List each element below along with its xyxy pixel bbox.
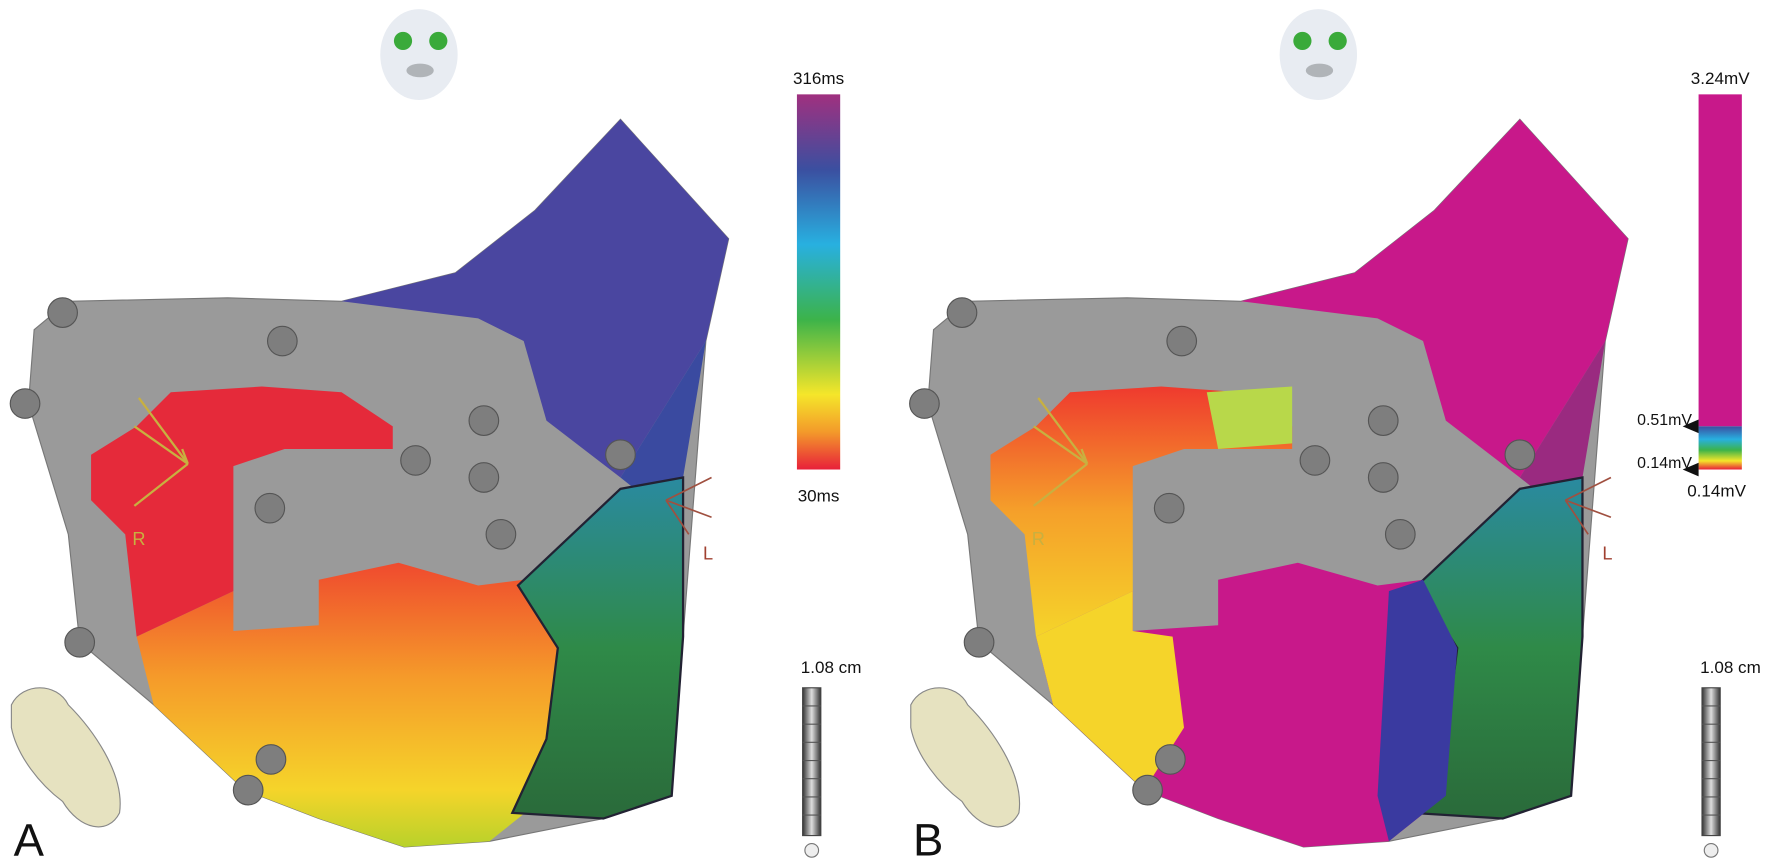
color-bar-band: [1699, 426, 1742, 469]
electrode: [1300, 446, 1330, 476]
electrode: [1156, 745, 1186, 775]
face-mouth: [406, 64, 433, 78]
electrode: [469, 463, 499, 493]
face-eye: [429, 32, 447, 50]
scale-knob: [1704, 844, 1718, 858]
left-marker: L: [703, 544, 713, 564]
electrode: [606, 440, 636, 470]
heart-icon: [11, 688, 120, 827]
electrode: [1154, 493, 1184, 523]
color-bar-max: 3.24mV: [1691, 69, 1750, 88]
scale-bar: [803, 688, 821, 836]
page: RLA1.08 cm316ms30msRLB1.08 cm3.24mV0.51m…: [0, 0, 1776, 864]
electrode: [1368, 463, 1398, 493]
electrode: [1368, 406, 1398, 436]
electrode: [910, 389, 940, 419]
orientation-face: [1280, 9, 1357, 100]
face-mouth: [1306, 64, 1333, 78]
color-bar-max: 316ms: [793, 69, 844, 88]
panel-label: B: [913, 815, 943, 864]
heart-icon: [911, 688, 1020, 827]
face-eye: [1329, 32, 1347, 50]
electrode: [1167, 326, 1197, 356]
face-eye: [394, 32, 412, 50]
electrode: [947, 298, 977, 328]
panel-label: A: [14, 815, 45, 864]
electrode: [255, 493, 285, 523]
electrode: [469, 406, 499, 436]
electrode: [1386, 520, 1416, 550]
scale-bar: [1702, 688, 1720, 836]
color-bar: [797, 94, 840, 469]
electrode: [65, 628, 95, 658]
face-eye: [1293, 32, 1311, 50]
orientation-face: [380, 9, 457, 100]
color-bar: [1699, 94, 1742, 426]
map-panel: R L A 1.08 cm 316ms 30ms: [10, 9, 861, 864]
electrode: [401, 446, 431, 476]
right-marker: R: [132, 529, 145, 549]
electrode: [268, 326, 298, 356]
electrode: [10, 389, 40, 419]
electrode: [964, 628, 994, 658]
electrode: [256, 745, 286, 775]
electrode: [48, 298, 78, 328]
right-marker: R: [1032, 529, 1045, 549]
left-marker: L: [1602, 544, 1612, 564]
color-bar-min: 30ms: [798, 486, 840, 505]
scale-label: 1.08 cm: [1700, 658, 1761, 677]
electrode: [1133, 775, 1163, 805]
figure: RLA1.08 cm316ms30msRLB1.08 cm3.24mV0.51m…: [0, 0, 1776, 864]
electrode: [486, 520, 516, 550]
scale-knob: [805, 844, 819, 858]
scale-label: 1.08 cm: [801, 658, 862, 677]
color-bar-min: 0.14mV: [1687, 482, 1746, 501]
voltage-region: [1207, 387, 1292, 450]
electrode: [1505, 440, 1535, 470]
electrode: [233, 775, 263, 805]
